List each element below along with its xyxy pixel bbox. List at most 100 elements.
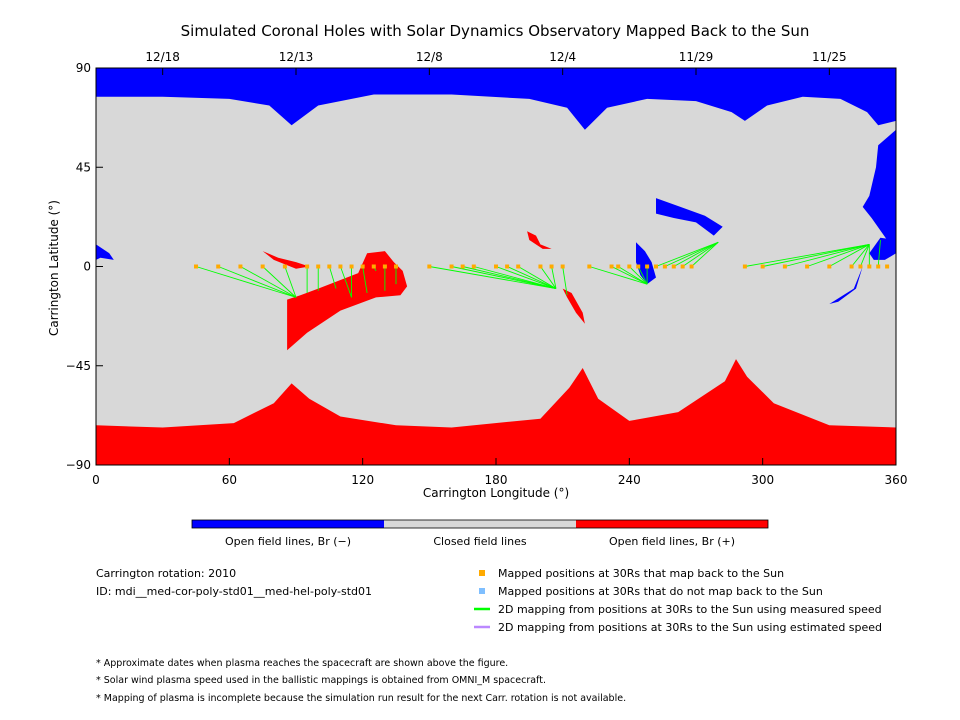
mapped-position-22 xyxy=(549,264,554,269)
mapped-position-6 xyxy=(316,264,321,269)
colorbar-label-0: Open field lines, Br (−) xyxy=(225,535,351,548)
mapped-position-40 xyxy=(849,264,854,269)
negative-hole-stem xyxy=(636,242,656,285)
top-date-label-1: 12/13 xyxy=(279,50,314,64)
mapped-position-17 xyxy=(471,264,476,269)
legend-label-1: Mapped positions at 30Rs that do not map… xyxy=(498,585,823,598)
mapping-line-28 xyxy=(637,266,648,285)
mapped-position-18 xyxy=(494,264,498,269)
mapping-line-8 xyxy=(340,266,352,298)
top-date-label-2: 12/8 xyxy=(416,50,443,64)
mapping-line-40 xyxy=(851,244,870,267)
axes: 0 60 120 180 240 300 360 90 45 0 −45 −90 12/18 12/13 1… xyxy=(66,50,908,487)
mapped-position-15 xyxy=(449,264,454,269)
mapped-position-26 xyxy=(616,264,621,269)
mapped-position-43 xyxy=(876,264,881,269)
colorbar-segment-2 xyxy=(576,520,768,528)
mapping-line-39 xyxy=(829,244,870,267)
mapping-line-23 xyxy=(562,266,568,296)
mapping-line-18 xyxy=(495,266,557,289)
y-tick-label-3: −45 xyxy=(66,359,91,373)
mapped-position-24 xyxy=(587,264,592,269)
mapped-position-27 xyxy=(627,264,632,269)
x-tick-label-4: 240 xyxy=(618,473,641,487)
mapping-line-41 xyxy=(860,244,870,267)
negative-hole-arc xyxy=(656,198,723,236)
mapping-line-22 xyxy=(551,266,557,289)
mapped-position-3 xyxy=(260,264,265,269)
x-tick-label-2: 120 xyxy=(351,473,374,487)
top-date-label-0: 12/18 xyxy=(145,50,180,64)
mapped-position-21 xyxy=(538,264,543,269)
mapped-position-10 xyxy=(360,264,365,269)
mapped-position-20 xyxy=(516,264,521,269)
mapped-position-25 xyxy=(609,264,614,269)
x-tick-label-0: 0 xyxy=(92,473,100,487)
mapping-line-38 xyxy=(806,244,870,267)
x-tick-label-1: 60 xyxy=(222,473,237,487)
mapped-position-1 xyxy=(216,264,221,269)
note-incomplete: * Mapping of plasma is incomplete becaus… xyxy=(96,693,626,704)
mapping-line-35 xyxy=(744,244,870,267)
legend-marker-0 xyxy=(479,570,485,576)
legend-marker-1 xyxy=(479,588,485,594)
mapped-position-14 xyxy=(427,264,432,269)
legend-label-0: Mapped positions at 30Rs that map back t… xyxy=(498,567,784,580)
mapped-position-7 xyxy=(327,264,332,269)
mapped-position-12 xyxy=(382,264,387,269)
y-tick-label-1: 45 xyxy=(76,160,91,174)
mapped-position-4 xyxy=(282,264,287,269)
mapped-position-44 xyxy=(885,264,890,269)
y-axis-label: Carrington Latitude (°) xyxy=(47,200,61,336)
mapped-position-42 xyxy=(867,264,872,269)
mapped-position-9 xyxy=(349,264,354,269)
carrington-rotation-text: Carrington rotation: 2010 xyxy=(96,567,236,580)
mapped-position-37 xyxy=(782,264,787,269)
mapping-line-30 xyxy=(655,241,719,267)
x-tick-label-6: 360 xyxy=(885,473,908,487)
legend-label-2: 2D mapping from positions at 30Rs to the… xyxy=(498,603,882,616)
top-date-label-3: 12/4 xyxy=(549,50,576,64)
mapping-line-27 xyxy=(629,266,648,285)
mapping-line-0 xyxy=(195,266,297,298)
top-date-label-4: 11/29 xyxy=(679,50,714,64)
mapping-line-16 xyxy=(462,266,557,289)
y-tick-label-4: −90 xyxy=(66,458,91,472)
mapping-line-10 xyxy=(362,266,368,294)
mapping-line-19 xyxy=(506,266,557,289)
mapping-line-17 xyxy=(473,266,557,289)
limb-negative-patch xyxy=(869,237,896,260)
mapping-line-1 xyxy=(218,266,297,298)
chart-title: Simulated Coronal Holes with Solar Dynam… xyxy=(181,22,810,40)
positive-hole-tail xyxy=(562,288,585,324)
mapped-position-8 xyxy=(338,264,343,269)
mapping-line-14 xyxy=(429,266,557,289)
positive-hole-main xyxy=(287,251,408,351)
legend-label-3: 2D mapping from positions at 30Rs to the… xyxy=(498,621,882,634)
mapping-line-26 xyxy=(617,266,648,285)
mapping-line-25 xyxy=(611,266,648,285)
mapping-line-37 xyxy=(784,244,870,267)
positive-hole-small xyxy=(527,231,552,249)
mapped-position-30 xyxy=(654,264,658,269)
south-open-positive-region xyxy=(96,359,896,465)
note-dates: * Approximate dates when plasma reaches … xyxy=(96,658,508,669)
mapping-line-32 xyxy=(673,241,719,267)
y-tick-label-2: 0 xyxy=(83,260,91,274)
x-axis-label: Carrington Longitude (°) xyxy=(423,486,569,500)
mapped-position-34 xyxy=(689,264,694,269)
mapping-line-20 xyxy=(517,266,557,289)
colorbar-frame xyxy=(191,519,769,529)
mapping-line-34 xyxy=(691,241,719,267)
mapped-position-38 xyxy=(805,264,810,269)
mapped-position-5 xyxy=(305,264,310,269)
y-tick-label-0: 90 xyxy=(76,61,91,75)
mapping-line-3 xyxy=(262,266,297,298)
mapped-position-33 xyxy=(680,264,685,269)
colorbar-label-2: Open field lines, Br (+) xyxy=(609,535,735,548)
mapped-position-41 xyxy=(858,264,863,269)
mapping-line-43 xyxy=(877,239,881,267)
mapping-line-2 xyxy=(240,266,297,298)
legend: Mapped positions at 30Rs that map back t… xyxy=(474,567,882,634)
